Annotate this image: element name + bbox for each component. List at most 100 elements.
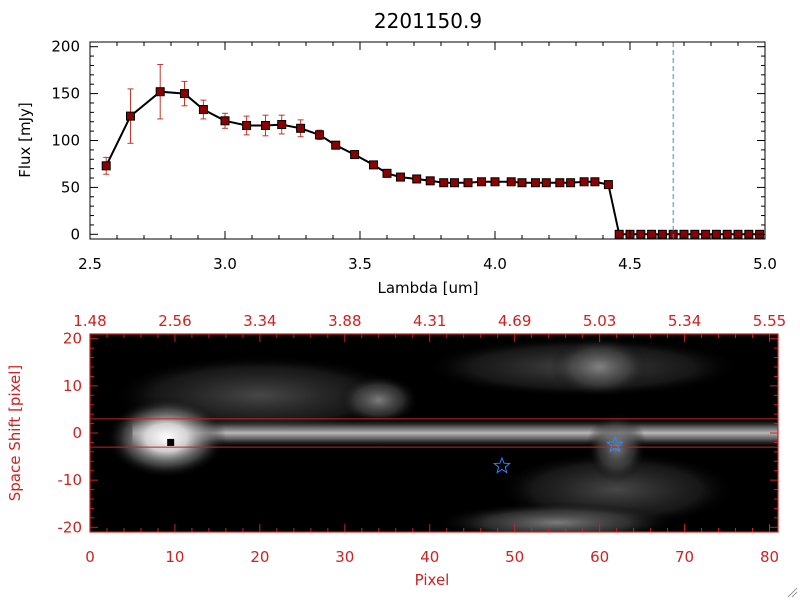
data-point — [101, 161, 111, 171]
x-tick-label: 30 — [335, 548, 354, 566]
top-x-tick-label: 5.55 — [753, 312, 786, 330]
resize-grip-icon[interactable] — [786, 586, 798, 598]
data-point — [541, 178, 551, 188]
data-point — [711, 229, 721, 239]
spectral-trace — [132, 417, 778, 449]
axis-ticks: 2.5 3.0 3.5 4.0 4.5 5.0 0 50 100 150 200 — [51, 38, 777, 273]
x-tick-label: 70 — [675, 548, 694, 566]
emission-features — [106, 337, 778, 532]
lower-emission — [437, 502, 678, 532]
data-point — [566, 178, 576, 188]
data-point — [517, 178, 527, 188]
y-tick-label: 200 — [51, 38, 80, 56]
data-markers — [101, 87, 765, 239]
emission-knot — [549, 337, 650, 397]
data-point — [657, 229, 667, 239]
data-point — [701, 229, 711, 239]
data-point — [331, 140, 341, 150]
data-point — [506, 177, 516, 187]
data-point — [647, 229, 657, 239]
y-tick-label: 150 — [51, 85, 80, 103]
source-marker — [167, 438, 175, 446]
data-point — [555, 178, 565, 188]
x-tick-label: 5.0 — [753, 255, 777, 273]
data-point — [412, 174, 422, 184]
x-tick-label: 3.5 — [348, 255, 372, 273]
x-tick-label: 80 — [760, 548, 779, 566]
image-content — [106, 337, 778, 532]
top-x-tick-label: 5.34 — [668, 312, 701, 330]
data-point — [490, 177, 500, 187]
x-tick-label: 3.0 — [213, 255, 237, 273]
data-point — [155, 87, 165, 97]
data-point — [477, 177, 486, 187]
data-point — [382, 168, 392, 178]
x-tick-label: 40 — [420, 548, 439, 566]
data-point — [261, 120, 270, 130]
plot-frame — [89, 41, 766, 240]
image-frame — [89, 333, 779, 533]
data-point — [614, 229, 624, 239]
y-axis-label: Flux [mJy] — [16, 102, 34, 178]
data-point — [198, 105, 208, 115]
y-tick-label: -20 — [58, 518, 83, 536]
data-point — [636, 229, 646, 239]
data-point — [242, 120, 252, 130]
top-x-tick-label: 3.34 — [243, 312, 276, 330]
y-axis-label: Space Shift [pixel] — [6, 365, 24, 502]
data-point — [315, 130, 324, 140]
flux-plot: 2.5 3.0 3.5 4.0 4.5 5.0 0 50 100 150 200 Lambda [u… — [16, 38, 777, 297]
y-tick-label: 10 — [63, 377, 82, 395]
x-tick-label: 2.5 — [78, 255, 102, 273]
y-tick-label: 0 — [72, 424, 82, 442]
data-point — [531, 178, 540, 188]
x-axis-label: Lambda [um] — [378, 279, 479, 297]
data-point — [450, 178, 459, 188]
data-point — [425, 176, 435, 186]
data-point — [590, 177, 600, 187]
data-point — [722, 229, 732, 239]
y-tick-label: 100 — [51, 132, 80, 150]
x-tick-label: 4.5 — [618, 255, 642, 273]
x-tick-label: 0 — [85, 548, 95, 566]
y-tick-label: -10 — [58, 471, 83, 489]
x-tick-label: 60 — [590, 548, 609, 566]
data-point — [126, 111, 135, 121]
data-point — [439, 178, 449, 188]
extraction-overlays — [90, 418, 778, 474]
top-x-tick-label: 5.03 — [583, 312, 616, 330]
y-tick-label: 20 — [63, 330, 82, 348]
data-point — [277, 120, 287, 130]
chart-title: 2201150.9 — [374, 9, 482, 33]
data-point — [463, 178, 473, 188]
emission-knot — [338, 375, 419, 425]
x-tick-label: 50 — [505, 548, 524, 566]
data-point — [369, 160, 378, 170]
star-icon — [493, 456, 511, 474]
x-tick-label: 10 — [165, 548, 184, 566]
x-tick-label: 4.0 — [483, 255, 507, 273]
y-tick-label: 50 — [61, 178, 80, 196]
error-bars — [103, 64, 612, 187]
star-icon — [606, 435, 624, 453]
data-point — [396, 172, 405, 182]
data-point — [579, 177, 589, 187]
series-line — [105, 90, 760, 236]
y-tick-label: 0 — [70, 225, 80, 243]
x-axis-label: Pixel — [415, 571, 450, 589]
data-point — [744, 229, 754, 239]
top-x-tick-label: 4.69 — [498, 312, 531, 330]
top-x-tick-label: 4.31 — [413, 312, 446, 330]
bright-source — [106, 397, 227, 478]
data-point — [690, 229, 700, 239]
data-point — [296, 123, 306, 133]
data-point — [350, 150, 360, 160]
data-point — [603, 180, 613, 190]
top-x-tick-label: 2.56 — [158, 312, 191, 330]
data-point — [220, 116, 230, 126]
x-tick-label: 20 — [250, 548, 269, 566]
data-point — [180, 89, 189, 99]
top-x-tick-label: 1.48 — [73, 312, 106, 330]
